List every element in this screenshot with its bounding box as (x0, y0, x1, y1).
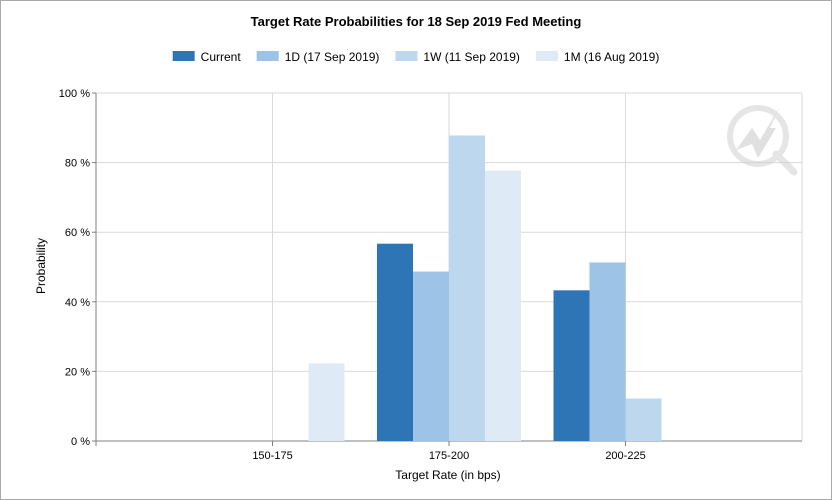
legend: Current 1D (17 Sep 2019) 1W (11 Sep 2019) 1… (172, 50, 659, 64)
bar-175-200-series-2[interactable] (449, 135, 485, 441)
quikstrike-logo-icon (727, 105, 798, 176)
bars (308, 135, 662, 441)
legend-swatch (172, 51, 195, 61)
y-tick-label: 100 % (59, 88, 90, 100)
y-tick-label: 80 % (65, 158, 90, 170)
bar-200-225-series-1[interactable] (589, 262, 626, 441)
y-tick-label: 60 % (65, 227, 90, 239)
legend-swatch (395, 51, 418, 61)
legend-label[interactable]: 1D (17 Sep 2019) (285, 50, 380, 64)
x-tick-label: 200-225 (605, 450, 645, 462)
bar-175-200-series-0[interactable] (377, 243, 413, 441)
y-axis-label: Probability (34, 238, 48, 294)
chart-title: Target Rate Probabilities for 18 Sep 201… (251, 14, 582, 29)
bar-200-225-series-2[interactable] (625, 398, 662, 441)
bar-200-225-series-0[interactable] (553, 290, 590, 441)
x-axis-label: Target Rate (in bps) (395, 468, 500, 482)
legend-label[interactable]: 1M (16 Aug 2019) (564, 50, 659, 64)
legend-swatch (256, 51, 279, 61)
legend-label[interactable]: Current (201, 50, 242, 64)
bar-175-200-series-1[interactable] (413, 271, 449, 441)
bar-150-175-series-3[interactable] (308, 363, 345, 441)
y-tick-label: 20 % (65, 366, 90, 378)
legend-swatch (535, 51, 558, 61)
y-tick-label: 0 % (71, 436, 90, 448)
legend-label[interactable]: 1W (11 Sep 2019) (423, 50, 520, 64)
y-axis-ticks: 0 % 20 % 40 % 60 % 80 % 100 % (59, 88, 96, 448)
x-axis-ticks: 150-175 175-200 200-225 (252, 441, 646, 462)
x-tick-label: 175-200 (429, 450, 469, 462)
y-tick-label: 40 % (65, 297, 90, 309)
x-tick-label: 150-175 (252, 450, 292, 462)
bar-175-200-series-3[interactable] (485, 170, 521, 441)
